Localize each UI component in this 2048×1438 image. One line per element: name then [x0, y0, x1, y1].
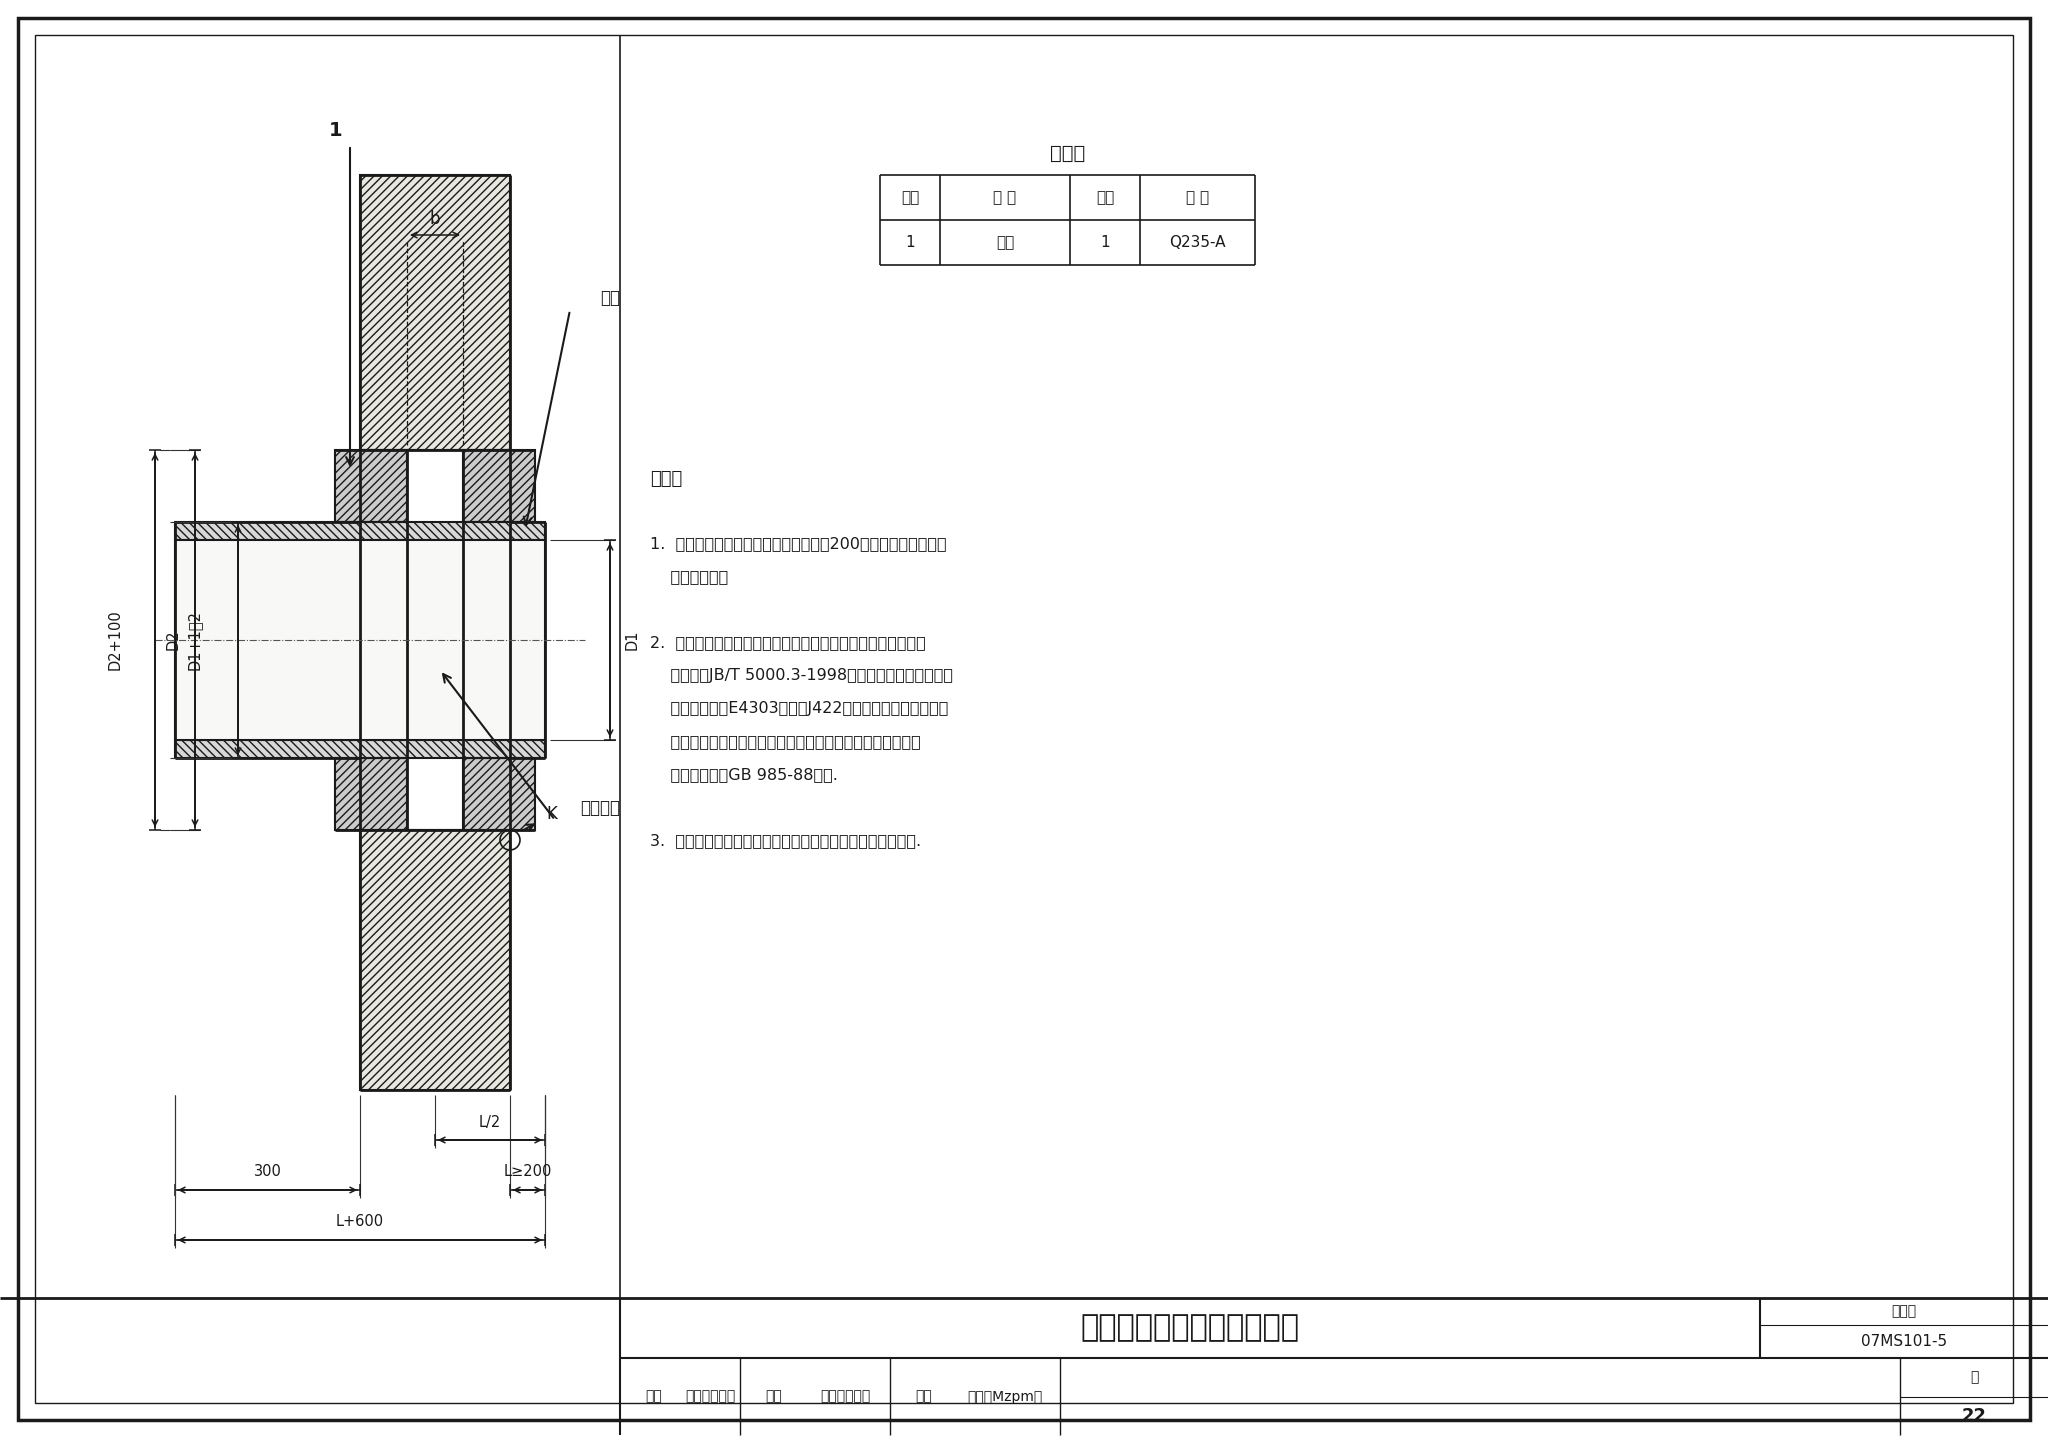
Text: Q235-A: Q235-A	[1169, 234, 1227, 250]
Text: 3.  当钢管垂直安装时，可采用灌浆料或混凝土代替膨胀水泥.: 3. 当钢管垂直安装时，可采用灌浆料或混凝土代替膨胀水泥.	[649, 833, 922, 848]
Text: 22: 22	[1962, 1406, 1987, 1425]
Text: L+600: L+600	[336, 1215, 385, 1229]
Text: 1: 1	[330, 121, 342, 139]
Text: 焊接件》JB/T 5000.3-1998执行。焊接采用手工电弧: 焊接件》JB/T 5000.3-1998执行。焊接采用手工电弧	[649, 669, 952, 683]
Text: 数量: 数量	[1096, 190, 1114, 206]
Text: 说明：: 说明：	[649, 470, 682, 487]
Bar	[336, 450, 408, 522]
Text: 尺寸按照《气焊、手工电弧焊及气体保护焊焊缝坡口的基本: 尺寸按照《气焊、手工电弧焊及气体保护焊焊缝坡口的基本	[649, 733, 922, 749]
Text: 2.  焊接结构尺寸公差与形位公差按照《重型机械通用技术条件: 2. 焊接结构尺寸公差与形位公差按照《重型机械通用技术条件	[649, 636, 926, 650]
Text: D2: D2	[166, 630, 180, 650]
Text: 陈春明冷令明: 陈春明冷令明	[819, 1389, 870, 1403]
Bar	[463, 450, 535, 522]
Text: 材料表: 材料表	[1051, 144, 1085, 162]
Text: 校对: 校对	[766, 1389, 782, 1403]
Bar	[336, 758, 408, 830]
Bar	[360, 830, 510, 1090]
Text: 名 称: 名 称	[993, 190, 1016, 206]
Bar	[360, 175, 510, 450]
Text: 林海燕化海燕: 林海燕化海燕	[684, 1389, 735, 1403]
Bar	[174, 522, 545, 541]
Text: 材 料: 材 料	[1186, 190, 1208, 206]
Text: 或两边加厚。: 或两边加厚。	[649, 569, 729, 584]
Text: 形式与尺寸》GB 985-88执行.: 形式与尺寸》GB 985-88执行.	[649, 766, 838, 782]
Bar	[621, 1299, 2048, 1435]
Bar	[463, 758, 535, 830]
Text: 07MS101-5: 07MS101-5	[1862, 1333, 1948, 1349]
Text: 钢管: 钢管	[600, 289, 621, 306]
Text: 刚性防水翼环安装图（一）: 刚性防水翼环安装图（一）	[1081, 1313, 1300, 1343]
Text: D1: D1	[625, 630, 639, 650]
Text: L/2: L/2	[479, 1114, 502, 1129]
Text: 设计: 设计	[915, 1389, 932, 1403]
Text: 图集号: 图集号	[1892, 1304, 1917, 1319]
Bar	[174, 741, 545, 758]
Text: 序号: 序号	[901, 190, 920, 206]
Text: D1+1～2: D1+1～2	[186, 610, 201, 670]
Text: b: b	[430, 210, 440, 229]
Text: 1: 1	[1100, 234, 1110, 250]
Text: 审核: 审核	[645, 1389, 662, 1403]
Text: 欧阳容Mzpm当: 欧阳容Mzpm当	[967, 1389, 1042, 1403]
Text: 焊，焊条型号E4303，牌号J422。焊缝坡口的基本形式与: 焊，焊条型号E4303，牌号J422。焊缝坡口的基本形式与	[649, 700, 948, 716]
Text: 300: 300	[254, 1165, 281, 1179]
Text: D2+100: D2+100	[106, 610, 123, 670]
Text: 1: 1	[905, 234, 915, 250]
Text: L≥200: L≥200	[504, 1165, 551, 1179]
Text: 页: 页	[1970, 1370, 1978, 1385]
Bar	[174, 541, 545, 741]
Text: 翼环: 翼环	[995, 234, 1014, 250]
Text: 膨胀水泥: 膨胀水泥	[580, 800, 621, 817]
Text: 1.  穿管处混凝土墙或砖墙厚度应不小于200，否则应使墙壁一边: 1. 穿管处混凝土墙或砖墙厚度应不小于200，否则应使墙壁一边	[649, 536, 946, 551]
Text: K: K	[547, 805, 557, 823]
